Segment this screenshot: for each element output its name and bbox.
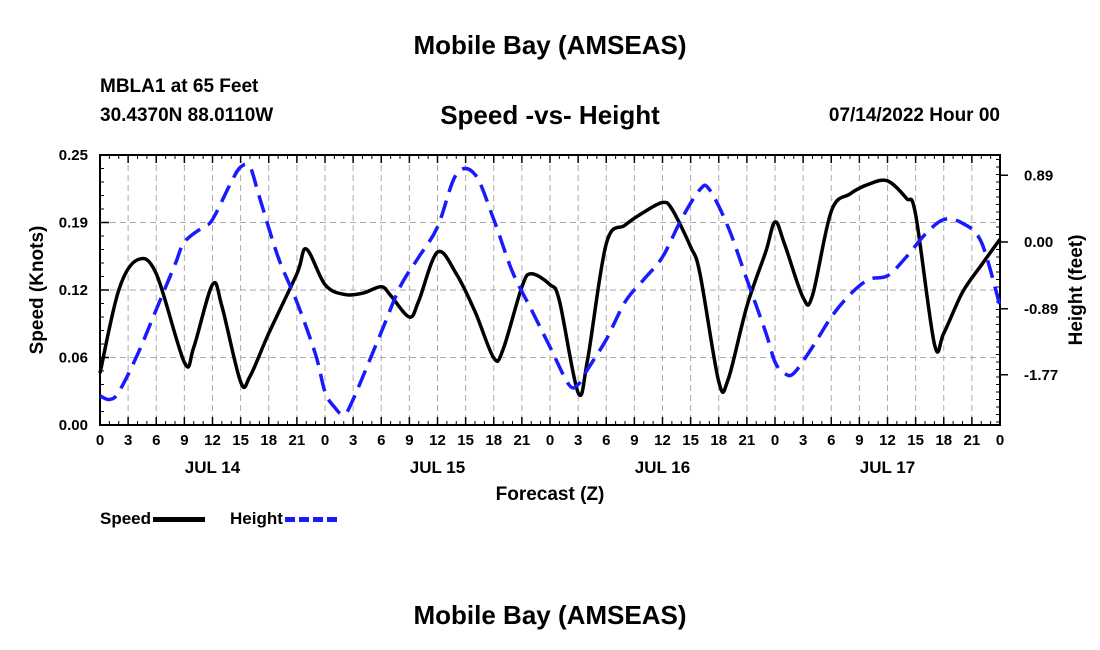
x-tick-label: 15 <box>457 432 474 449</box>
x-axis-title: Forecast (Z) <box>496 484 605 505</box>
x-tick-label: 12 <box>204 432 221 449</box>
legend-height: Height <box>230 509 337 529</box>
x-tick-label: 21 <box>739 432 756 449</box>
chart-main-title: Mobile Bay (AMSEAS) <box>413 30 687 60</box>
legend-speed-label: Speed <box>100 509 152 528</box>
x-tick-label: 0 <box>321 432 329 449</box>
bottom-title: Mobile Bay (AMSEAS) <box>413 600 687 630</box>
legend-height-swatch <box>284 516 337 522</box>
station-coordinates: 30.4370N 88.0110W <box>100 105 274 126</box>
x-tick-label: 0 <box>546 432 554 449</box>
x-day-label: JUL 16 <box>635 458 690 477</box>
x-tick-label: 0 <box>771 432 779 449</box>
x-day-label: JUL 17 <box>860 458 915 477</box>
forecast-datetime: 07/14/2022 Hour 00 <box>828 105 1000 126</box>
y-left-tick-label: 0.00 <box>59 417 88 434</box>
x-tick-label: 12 <box>654 432 671 449</box>
station-label: MBLA1 at 65 Feet <box>100 76 259 97</box>
x-tick-label: 18 <box>935 432 952 449</box>
x-tick-label: 9 <box>405 432 413 449</box>
x-tick-label: 6 <box>602 432 610 449</box>
x-tick-label: 6 <box>827 432 835 449</box>
series-line-speed <box>98 178 1002 397</box>
x-tick-label: 18 <box>710 432 727 449</box>
plot-frame <box>99 154 1001 426</box>
x-day-label: JUL 14 <box>185 458 241 477</box>
y-right-tick-label: 0.89 <box>1024 167 1053 184</box>
y-right-tick-label: -0.89 <box>1024 301 1058 318</box>
x-tick-label: 12 <box>879 432 896 449</box>
y-left-tick-label: 0.06 <box>59 350 88 367</box>
x-tick-label: 15 <box>682 432 699 449</box>
y-right-axis-title: Height (feet) <box>1066 235 1087 346</box>
x-tick-label: 9 <box>180 432 188 449</box>
y-left-tick-label: 0.25 <box>59 147 88 164</box>
x-tick-label: 9 <box>630 432 638 449</box>
legend-speed: Speed <box>100 509 206 529</box>
y-left-axis-title: Speed (Knots) <box>27 226 48 355</box>
y-left-tick-label: 0.19 <box>59 215 88 232</box>
x-tick-label: 3 <box>349 432 357 449</box>
y-left-tick-label: 0.12 <box>59 282 88 299</box>
y-right-tick-label: 0.00 <box>1024 234 1053 251</box>
x-tick-label: 12 <box>429 432 446 449</box>
x-tick-label: 15 <box>232 432 249 449</box>
x-tick-label: 21 <box>289 432 306 449</box>
x-tick-label: 3 <box>574 432 582 449</box>
x-tick-label: 15 <box>907 432 924 449</box>
x-tick-label: 0 <box>996 432 1004 449</box>
legend-speed-swatch <box>153 516 206 522</box>
x-tick-label: 3 <box>799 432 807 449</box>
y-right-tick-label: -1.77 <box>1024 367 1058 384</box>
x-tick-label: 18 <box>260 432 277 449</box>
x-tick-label: 6 <box>377 432 385 449</box>
series-line-height <box>99 162 1002 417</box>
x-tick-label: 18 <box>485 432 502 449</box>
x-tick-label: 9 <box>855 432 863 449</box>
x-tick-label: 0 <box>96 432 104 449</box>
x-tick-label: 6 <box>152 432 160 449</box>
x-tick-label: 21 <box>964 432 981 449</box>
x-tick-label: 21 <box>514 432 531 449</box>
x-tick-label: 3 <box>124 432 132 449</box>
chart-subtitle: Speed -vs- Height <box>440 100 660 130</box>
x-day-label: JUL 15 <box>410 458 465 477</box>
legend-height-label: Height <box>230 509 283 528</box>
